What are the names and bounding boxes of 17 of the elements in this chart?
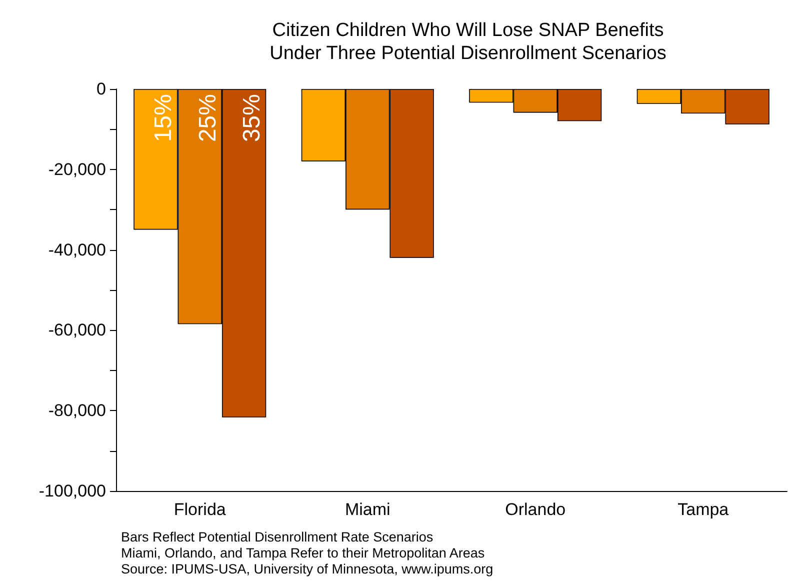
series-label: 15% <box>150 94 178 142</box>
text: Miami, Orlando, and Tampa Refer to their Metropolitan Areas <box>121 546 485 560</box>
text: Bars Reflect Potential Disenrollment Rate Scenarios <box>121 530 434 544</box>
x-tick-label: Tampa <box>678 500 730 519</box>
chart-title: Citizen Children Who Will Lose SNAP Benefits Under Three Potential Disenrollment Scenarios <box>270 20 666 64</box>
y-tick-label: -80,000 <box>48 401 106 420</box>
source-note: Source: IPUMS-USA, University of Minnesota, www.ipums.org <box>121 562 494 576</box>
x-tick-label: Florida <box>174 500 226 519</box>
series-label: 25% <box>194 94 222 142</box>
y-tick-label: -100,000 <box>38 482 106 500</box>
x-tick-label: Orlando <box>505 500 566 519</box>
series-label: 35% <box>238 94 266 142</box>
y-tick-label: -20,000 <box>48 160 106 179</box>
x-tick-label: Miami <box>344 500 390 519</box>
y-tick-label: -60,000 <box>48 320 106 340</box>
y-tick-label: -40,000 <box>48 240 106 260</box>
y-tick-label: 0 <box>96 80 106 98</box>
